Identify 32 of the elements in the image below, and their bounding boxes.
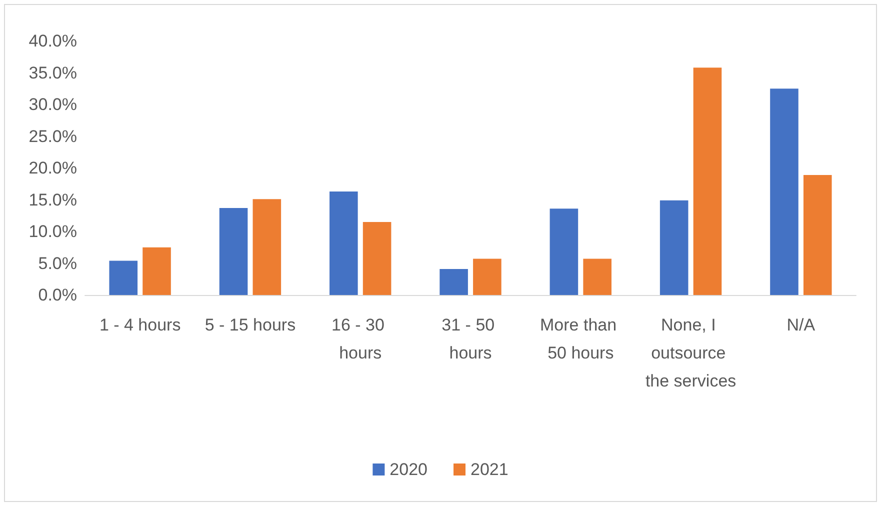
y-tick-label: 5.0%: [38, 254, 77, 273]
bar: [252, 199, 282, 295]
y-tick-label: 35.0%: [28, 63, 77, 82]
y-tick-label: 10.0%: [28, 222, 77, 241]
bar: [142, 247, 171, 295]
y-tick-label: 40.0%: [28, 32, 77, 50]
legend-label: 2021: [470, 460, 508, 479]
bar: [440, 268, 468, 295]
x-tick-label: 1 - 4 hours: [99, 316, 181, 334]
y-tick-label: 20.0%: [28, 158, 77, 178]
y-tick-label: 15.0%: [28, 190, 77, 210]
bar: [109, 260, 138, 295]
x-tick-label: N/A: [786, 316, 816, 334]
bar: [660, 200, 688, 295]
bar: [770, 88, 798, 295]
bar: [583, 258, 612, 295]
bar: [473, 258, 502, 295]
y-tick-label: 30.0%: [28, 95, 77, 114]
bar: [693, 68, 722, 295]
x-tick-label: 16 - 30 hours: [332, 316, 390, 362]
bar: [362, 222, 392, 295]
y-tick-label: 0.0%: [38, 286, 77, 304]
x-tick-label: None, I outsource the services: [645, 316, 736, 390]
x-tick-label: More than 50 hours: [540, 316, 622, 362]
x-tick-label: 31 - 50 hours: [442, 316, 500, 362]
x-tick-label: 5 - 15 hours: [204, 316, 296, 334]
y-tick-label: 25.0%: [28, 126, 77, 146]
bar: [550, 208, 578, 295]
legend-label: 2020: [390, 460, 428, 479]
bar: [803, 174, 832, 295]
bar: [330, 191, 358, 295]
bar: [219, 208, 248, 295]
